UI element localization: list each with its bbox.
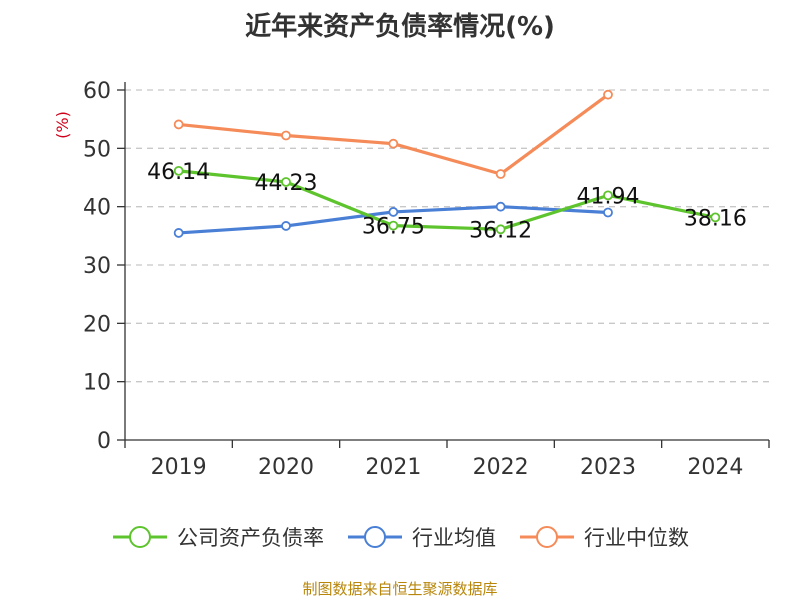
grid-lines xyxy=(125,89,769,383)
x-tick-label: 2024 xyxy=(687,455,743,480)
y-tick-label: 40 xyxy=(83,196,111,221)
data-point xyxy=(173,165,184,176)
chart-plot: 0 10 20 30 40 50 60 2019 2020 2021 2022 2023 2024 (%)… xyxy=(53,79,770,480)
axes: 0 10 20 30 40 50 60 2019 2020 2021 2022 2023 2024 (%) xyxy=(53,79,770,480)
legend-swatch-icon xyxy=(520,526,574,548)
series-line xyxy=(177,169,717,231)
data-point xyxy=(388,138,399,149)
data-point xyxy=(495,169,506,179)
data-point xyxy=(281,130,291,141)
y-tick-label: 60 xyxy=(83,79,111,104)
data-point xyxy=(603,89,613,100)
x-tick-label: 2020 xyxy=(258,455,314,480)
y-tick-label: 50 xyxy=(83,137,111,162)
data-label: 36.75 xyxy=(362,215,425,240)
x-tick-label: 2021 xyxy=(365,455,421,480)
data-point xyxy=(710,212,721,223)
legend-item: 行业中位数 xyxy=(518,522,689,552)
series-lines xyxy=(173,89,721,238)
data-point xyxy=(388,220,399,231)
legend-item: 行业均值 xyxy=(346,522,496,552)
data-point xyxy=(603,190,613,201)
data-point xyxy=(173,228,184,238)
chart-title: 近年来资产负债率情况(%) xyxy=(245,12,555,42)
data-point xyxy=(281,177,291,187)
data-point xyxy=(388,207,399,217)
legend-label: 公司资产负债率 xyxy=(177,526,324,550)
y-tick-label: 10 xyxy=(83,371,111,396)
data-point xyxy=(281,221,291,231)
legend: 公司资产负债率 行业均值 行业中位数 xyxy=(0,520,800,554)
y-tick-label: 30 xyxy=(83,254,111,279)
data-label: 36.12 xyxy=(469,218,532,243)
data-point xyxy=(495,224,506,235)
legend-item: 公司资产负债率 xyxy=(111,522,324,552)
data-label: 38.16 xyxy=(684,206,747,231)
data-point xyxy=(173,119,184,130)
data-labels: 46.14 44.23 36.75 36.12 41.94 38.16 xyxy=(147,160,747,243)
legend-swatch-icon xyxy=(113,526,167,548)
y-axis-label: (%) xyxy=(53,111,72,139)
data-label: 46.14 xyxy=(147,160,210,185)
source-note: 制图数据来自恒生聚源数据库 xyxy=(302,580,498,598)
data-point xyxy=(495,201,506,212)
x-tick-label: 2019 xyxy=(151,455,207,480)
y-tick-label: 20 xyxy=(83,312,111,337)
data-label: 41.94 xyxy=(577,184,640,209)
x-tick-label: 2022 xyxy=(473,455,529,480)
data-label: 44.23 xyxy=(255,171,318,196)
series-line xyxy=(177,93,610,176)
x-tick-label: 2023 xyxy=(580,455,636,480)
data-point xyxy=(603,207,613,218)
legend-label: 行业均值 xyxy=(412,526,496,550)
y-tick-label: 0 xyxy=(97,429,111,454)
legend-swatch-icon xyxy=(348,526,402,548)
legend-label: 行业中位数 xyxy=(584,526,689,550)
